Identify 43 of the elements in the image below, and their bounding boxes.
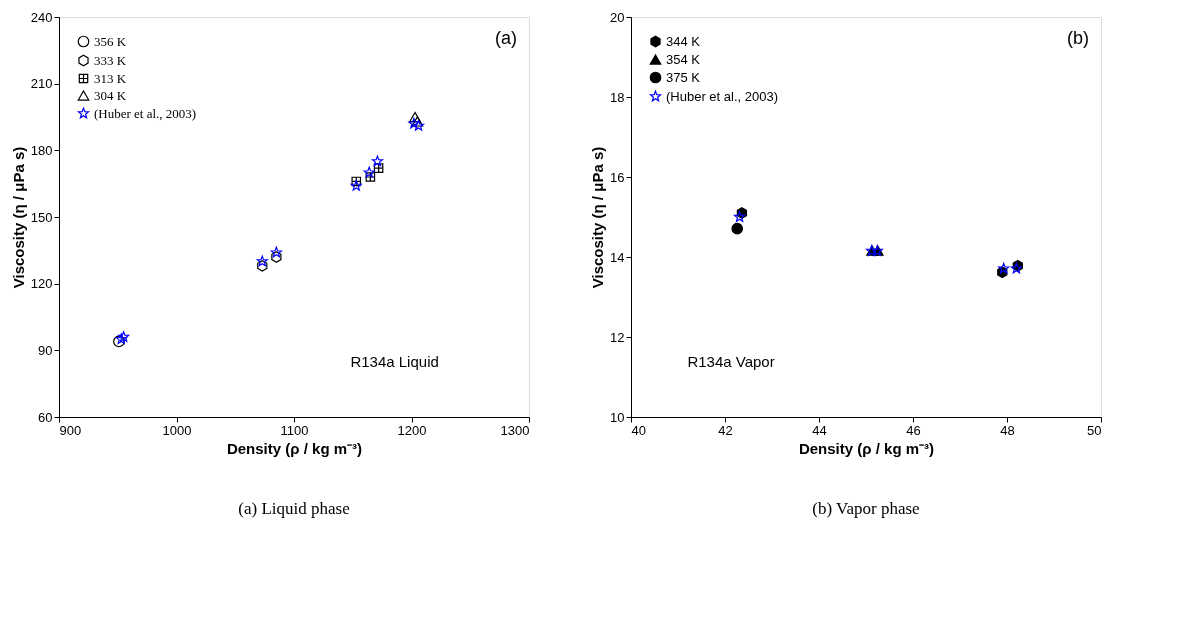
legend-label: (Huber et al., 2003): [666, 88, 779, 104]
x-tick-label: 1000: [162, 422, 192, 438]
y-tick-label: 16: [610, 169, 625, 185]
legend-label: 344 K: [666, 33, 701, 49]
y-tick-label: 150: [30, 209, 53, 225]
y-tick-label: 14: [610, 249, 625, 265]
annotation: R134a Vapor: [687, 353, 775, 370]
x-tick-label: 44: [812, 422, 827, 438]
legend-label: (Huber et al., 2003): [94, 105, 197, 121]
y-axis-title: Viscosity (η / μPa s): [9, 146, 27, 289]
text: (b) Vapor phase: [812, 499, 920, 518]
y-tick-label: 20: [610, 9, 625, 25]
y-axis-title: Viscosity (η / μPa s): [589, 146, 607, 289]
text: (a) Liquid phase: [238, 499, 350, 518]
x-tick-label: 1300: [500, 422, 530, 438]
x-tick-label: 48: [1000, 422, 1015, 438]
y-tick-label: 240: [30, 9, 53, 25]
x-tick-label: 42: [718, 422, 733, 438]
legend-label: 354 K: [666, 51, 701, 67]
y-tick-label: 180: [30, 142, 53, 158]
legend-label: 333 K: [94, 52, 127, 68]
y-tick-label: 10: [610, 409, 625, 425]
legend-label: 304 K: [94, 87, 127, 103]
y-tick-label: 18: [610, 89, 625, 105]
annotation: R134a Liquid: [350, 353, 439, 370]
x-tick-label: 1200: [397, 422, 427, 438]
legend-label: 313 K: [94, 70, 127, 86]
y-tick-label: 60: [38, 409, 53, 425]
y-tick-label: 210: [30, 76, 53, 92]
y-tick-label: 90: [38, 342, 53, 358]
legend-label: 356 K: [94, 33, 127, 49]
y-tick-label: 12: [610, 329, 625, 345]
x-tick-label: 46: [906, 422, 921, 438]
x-tick-label: 1100: [280, 422, 309, 438]
x-tick-label: 40: [631, 422, 646, 438]
legend-label: 375 K: [666, 69, 701, 85]
x-tick-label: 900: [59, 422, 82, 438]
annotation: (b): [1067, 28, 1089, 48]
x-axis-title: Density (ρ / kg m⁻³): [226, 439, 363, 457]
y-tick-label: 120: [30, 276, 53, 292]
x-tick-label: 50: [1087, 422, 1102, 438]
annotation: (a): [495, 28, 517, 48]
x-axis-title: Density (ρ / kg m⁻³): [798, 439, 935, 457]
